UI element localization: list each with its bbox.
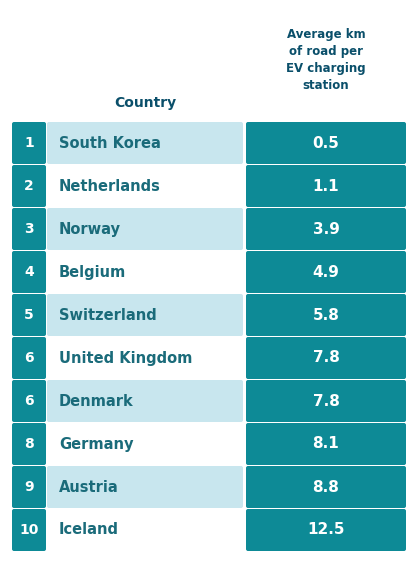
FancyBboxPatch shape <box>47 466 242 508</box>
FancyBboxPatch shape <box>245 122 405 164</box>
FancyBboxPatch shape <box>245 509 405 551</box>
Text: 3: 3 <box>24 222 34 236</box>
Text: 8.8: 8.8 <box>312 480 339 494</box>
Text: 6: 6 <box>24 394 34 408</box>
Text: Iceland: Iceland <box>59 522 119 537</box>
FancyBboxPatch shape <box>12 208 46 250</box>
Text: 6: 6 <box>24 351 34 365</box>
FancyBboxPatch shape <box>12 165 46 207</box>
FancyBboxPatch shape <box>245 294 405 336</box>
Text: Austria: Austria <box>59 480 119 494</box>
FancyBboxPatch shape <box>47 208 242 250</box>
FancyBboxPatch shape <box>12 251 46 293</box>
FancyBboxPatch shape <box>47 337 242 379</box>
Text: 4: 4 <box>24 265 34 279</box>
Text: 7.8: 7.8 <box>312 393 339 408</box>
Text: 8: 8 <box>24 437 34 451</box>
Text: 8.1: 8.1 <box>312 436 339 452</box>
FancyBboxPatch shape <box>47 251 242 293</box>
Text: 1: 1 <box>24 136 34 150</box>
Text: 0.5: 0.5 <box>312 136 339 150</box>
Text: 2: 2 <box>24 179 34 193</box>
Text: 5.8: 5.8 <box>312 307 339 323</box>
Text: 1.1: 1.1 <box>312 178 339 194</box>
Text: United Kingdom: United Kingdom <box>59 351 192 366</box>
FancyBboxPatch shape <box>12 337 46 379</box>
Text: Netherlands: Netherlands <box>59 178 161 194</box>
Text: 12.5: 12.5 <box>306 522 344 537</box>
Text: Denmark: Denmark <box>59 393 133 408</box>
Text: 3.9: 3.9 <box>312 222 339 237</box>
Text: 7.8: 7.8 <box>312 351 339 366</box>
FancyBboxPatch shape <box>47 423 242 465</box>
Text: Belgium: Belgium <box>59 264 126 279</box>
FancyBboxPatch shape <box>12 294 46 336</box>
Text: Norway: Norway <box>59 222 121 237</box>
FancyBboxPatch shape <box>47 294 242 336</box>
Text: Country: Country <box>114 96 176 110</box>
Text: 5: 5 <box>24 308 34 322</box>
FancyBboxPatch shape <box>12 509 46 551</box>
Text: Average km
of road per
EV charging
station: Average km of road per EV charging stati… <box>285 28 365 92</box>
FancyBboxPatch shape <box>245 337 405 379</box>
Text: 10: 10 <box>19 523 38 537</box>
FancyBboxPatch shape <box>245 208 405 250</box>
FancyBboxPatch shape <box>245 380 405 422</box>
FancyBboxPatch shape <box>47 122 242 164</box>
FancyBboxPatch shape <box>245 466 405 508</box>
FancyBboxPatch shape <box>245 165 405 207</box>
FancyBboxPatch shape <box>12 423 46 465</box>
Text: Switzerland: Switzerland <box>59 307 157 323</box>
FancyBboxPatch shape <box>12 380 46 422</box>
FancyBboxPatch shape <box>47 509 242 551</box>
FancyBboxPatch shape <box>47 380 242 422</box>
FancyBboxPatch shape <box>12 122 46 164</box>
Text: South Korea: South Korea <box>59 136 161 150</box>
Text: 9: 9 <box>24 480 34 494</box>
FancyBboxPatch shape <box>47 165 242 207</box>
Text: 4.9: 4.9 <box>312 264 339 279</box>
FancyBboxPatch shape <box>245 251 405 293</box>
FancyBboxPatch shape <box>12 466 46 508</box>
FancyBboxPatch shape <box>245 423 405 465</box>
Text: Germany: Germany <box>59 436 133 452</box>
